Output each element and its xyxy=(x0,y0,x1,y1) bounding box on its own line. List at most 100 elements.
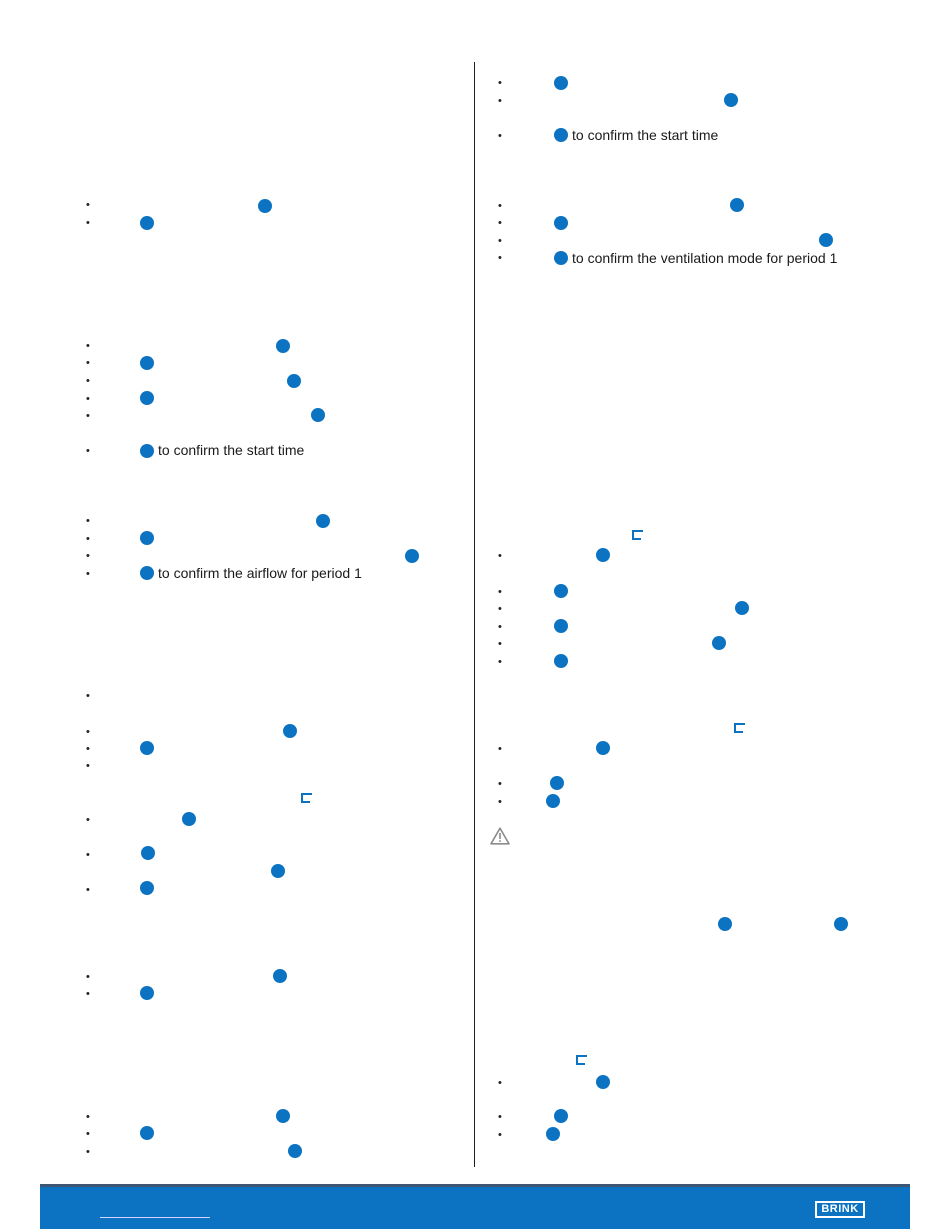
bullet: • xyxy=(86,217,90,229)
bullet: • xyxy=(86,550,90,562)
blue-button-icon xyxy=(554,251,568,265)
blue-button-icon xyxy=(718,917,732,931)
warning-triangle-icon xyxy=(490,827,510,845)
blue-button-icon xyxy=(554,1109,568,1123)
blue-button-icon xyxy=(288,1144,302,1158)
footer-bar: BRINK xyxy=(40,1184,910,1229)
blue-button-icon xyxy=(140,881,154,895)
bullet: • xyxy=(498,77,502,89)
bullet: • xyxy=(498,586,502,598)
blue-button-icon xyxy=(141,846,155,860)
blue-button-icon xyxy=(554,619,568,633)
bullet: • xyxy=(498,235,502,247)
bracket-icon xyxy=(734,723,745,733)
bracket-icon xyxy=(301,793,312,803)
bullet: • xyxy=(86,971,90,983)
blue-button-icon xyxy=(546,1127,560,1141)
confirm-start-time-text: to confirm the start time xyxy=(572,127,719,143)
blue-button-icon xyxy=(554,76,568,90)
blue-button-icon xyxy=(140,741,154,755)
bullet: • xyxy=(498,638,502,650)
blue-button-icon xyxy=(554,584,568,598)
blue-button-icon xyxy=(276,1109,290,1123)
bullet: • xyxy=(498,796,502,808)
bullet: • xyxy=(86,690,90,702)
blue-button-icon xyxy=(271,864,285,878)
blue-button-icon xyxy=(596,548,610,562)
bullet: • xyxy=(86,1146,90,1158)
blue-button-icon xyxy=(140,444,154,458)
blue-button-icon xyxy=(554,216,568,230)
blue-button-icon xyxy=(550,776,564,790)
blue-button-icon xyxy=(819,233,833,247)
blue-button-icon xyxy=(596,1075,610,1089)
bullet: • xyxy=(498,1111,502,1123)
bullet: • xyxy=(498,1129,502,1141)
bullet: • xyxy=(498,1077,502,1089)
column-divider xyxy=(474,62,475,1167)
blue-button-icon xyxy=(140,531,154,545)
blue-button-icon xyxy=(546,794,560,808)
bullet: • xyxy=(86,199,90,211)
blue-button-icon xyxy=(834,917,848,931)
bullet: • xyxy=(498,95,502,107)
bullet: • xyxy=(498,621,502,633)
bullet: • xyxy=(86,988,90,1000)
bullet: • xyxy=(498,130,502,142)
bullet: • xyxy=(86,884,90,896)
blue-button-icon xyxy=(316,514,330,528)
blue-button-icon xyxy=(554,128,568,142)
blue-button-icon xyxy=(140,391,154,405)
blue-button-icon xyxy=(712,636,726,650)
blue-button-icon xyxy=(283,724,297,738)
bullet: • xyxy=(86,568,90,580)
bracket-icon xyxy=(576,1055,587,1065)
bullet: • xyxy=(86,814,90,826)
blue-button-icon xyxy=(730,198,744,212)
bullet: • xyxy=(498,778,502,790)
blue-button-icon xyxy=(140,216,154,230)
bullet: • xyxy=(86,743,90,755)
bullet: • xyxy=(86,410,90,422)
bullet: • xyxy=(498,217,502,229)
bullet: • xyxy=(86,393,90,405)
footer-link[interactable] xyxy=(100,1217,210,1218)
bullet: • xyxy=(86,1128,90,1140)
bullet: • xyxy=(498,656,502,668)
brink-logo: BRINK xyxy=(815,1201,865,1218)
blue-button-icon xyxy=(554,654,568,668)
bullet: • xyxy=(498,252,502,264)
bullet: • xyxy=(86,849,90,861)
bullet: • xyxy=(86,357,90,369)
blue-button-icon xyxy=(311,408,325,422)
bullet: • xyxy=(498,603,502,615)
blue-button-icon xyxy=(273,969,287,983)
blue-button-icon xyxy=(276,339,290,353)
bullet: • xyxy=(86,445,90,457)
blue-button-icon xyxy=(405,549,419,563)
bullet: • xyxy=(498,743,502,755)
bullet: • xyxy=(86,726,90,738)
blue-button-icon xyxy=(140,566,154,580)
confirm-start-time-text: to confirm the start time xyxy=(158,442,305,458)
bullet: • xyxy=(498,200,502,212)
bullet: • xyxy=(86,760,90,772)
bullet: • xyxy=(86,515,90,527)
blue-button-icon xyxy=(596,741,610,755)
blue-button-icon xyxy=(735,601,749,615)
confirm-ventilation-mode-text: to confirm the ventilation mode for peri… xyxy=(572,250,838,266)
bracket-icon xyxy=(632,530,643,540)
blue-button-icon xyxy=(140,356,154,370)
bullet: • xyxy=(498,550,502,562)
blue-button-icon xyxy=(258,199,272,213)
blue-button-icon xyxy=(287,374,301,388)
bullet: • xyxy=(86,1111,90,1123)
confirm-airflow-text: to confirm the airflow for period 1 xyxy=(158,565,362,581)
bullet: • xyxy=(86,340,90,352)
bullet: • xyxy=(86,375,90,387)
blue-button-icon xyxy=(140,1126,154,1140)
blue-button-icon xyxy=(182,812,196,826)
blue-button-icon xyxy=(724,93,738,107)
bullet: • xyxy=(86,533,90,545)
blue-button-icon xyxy=(140,986,154,1000)
